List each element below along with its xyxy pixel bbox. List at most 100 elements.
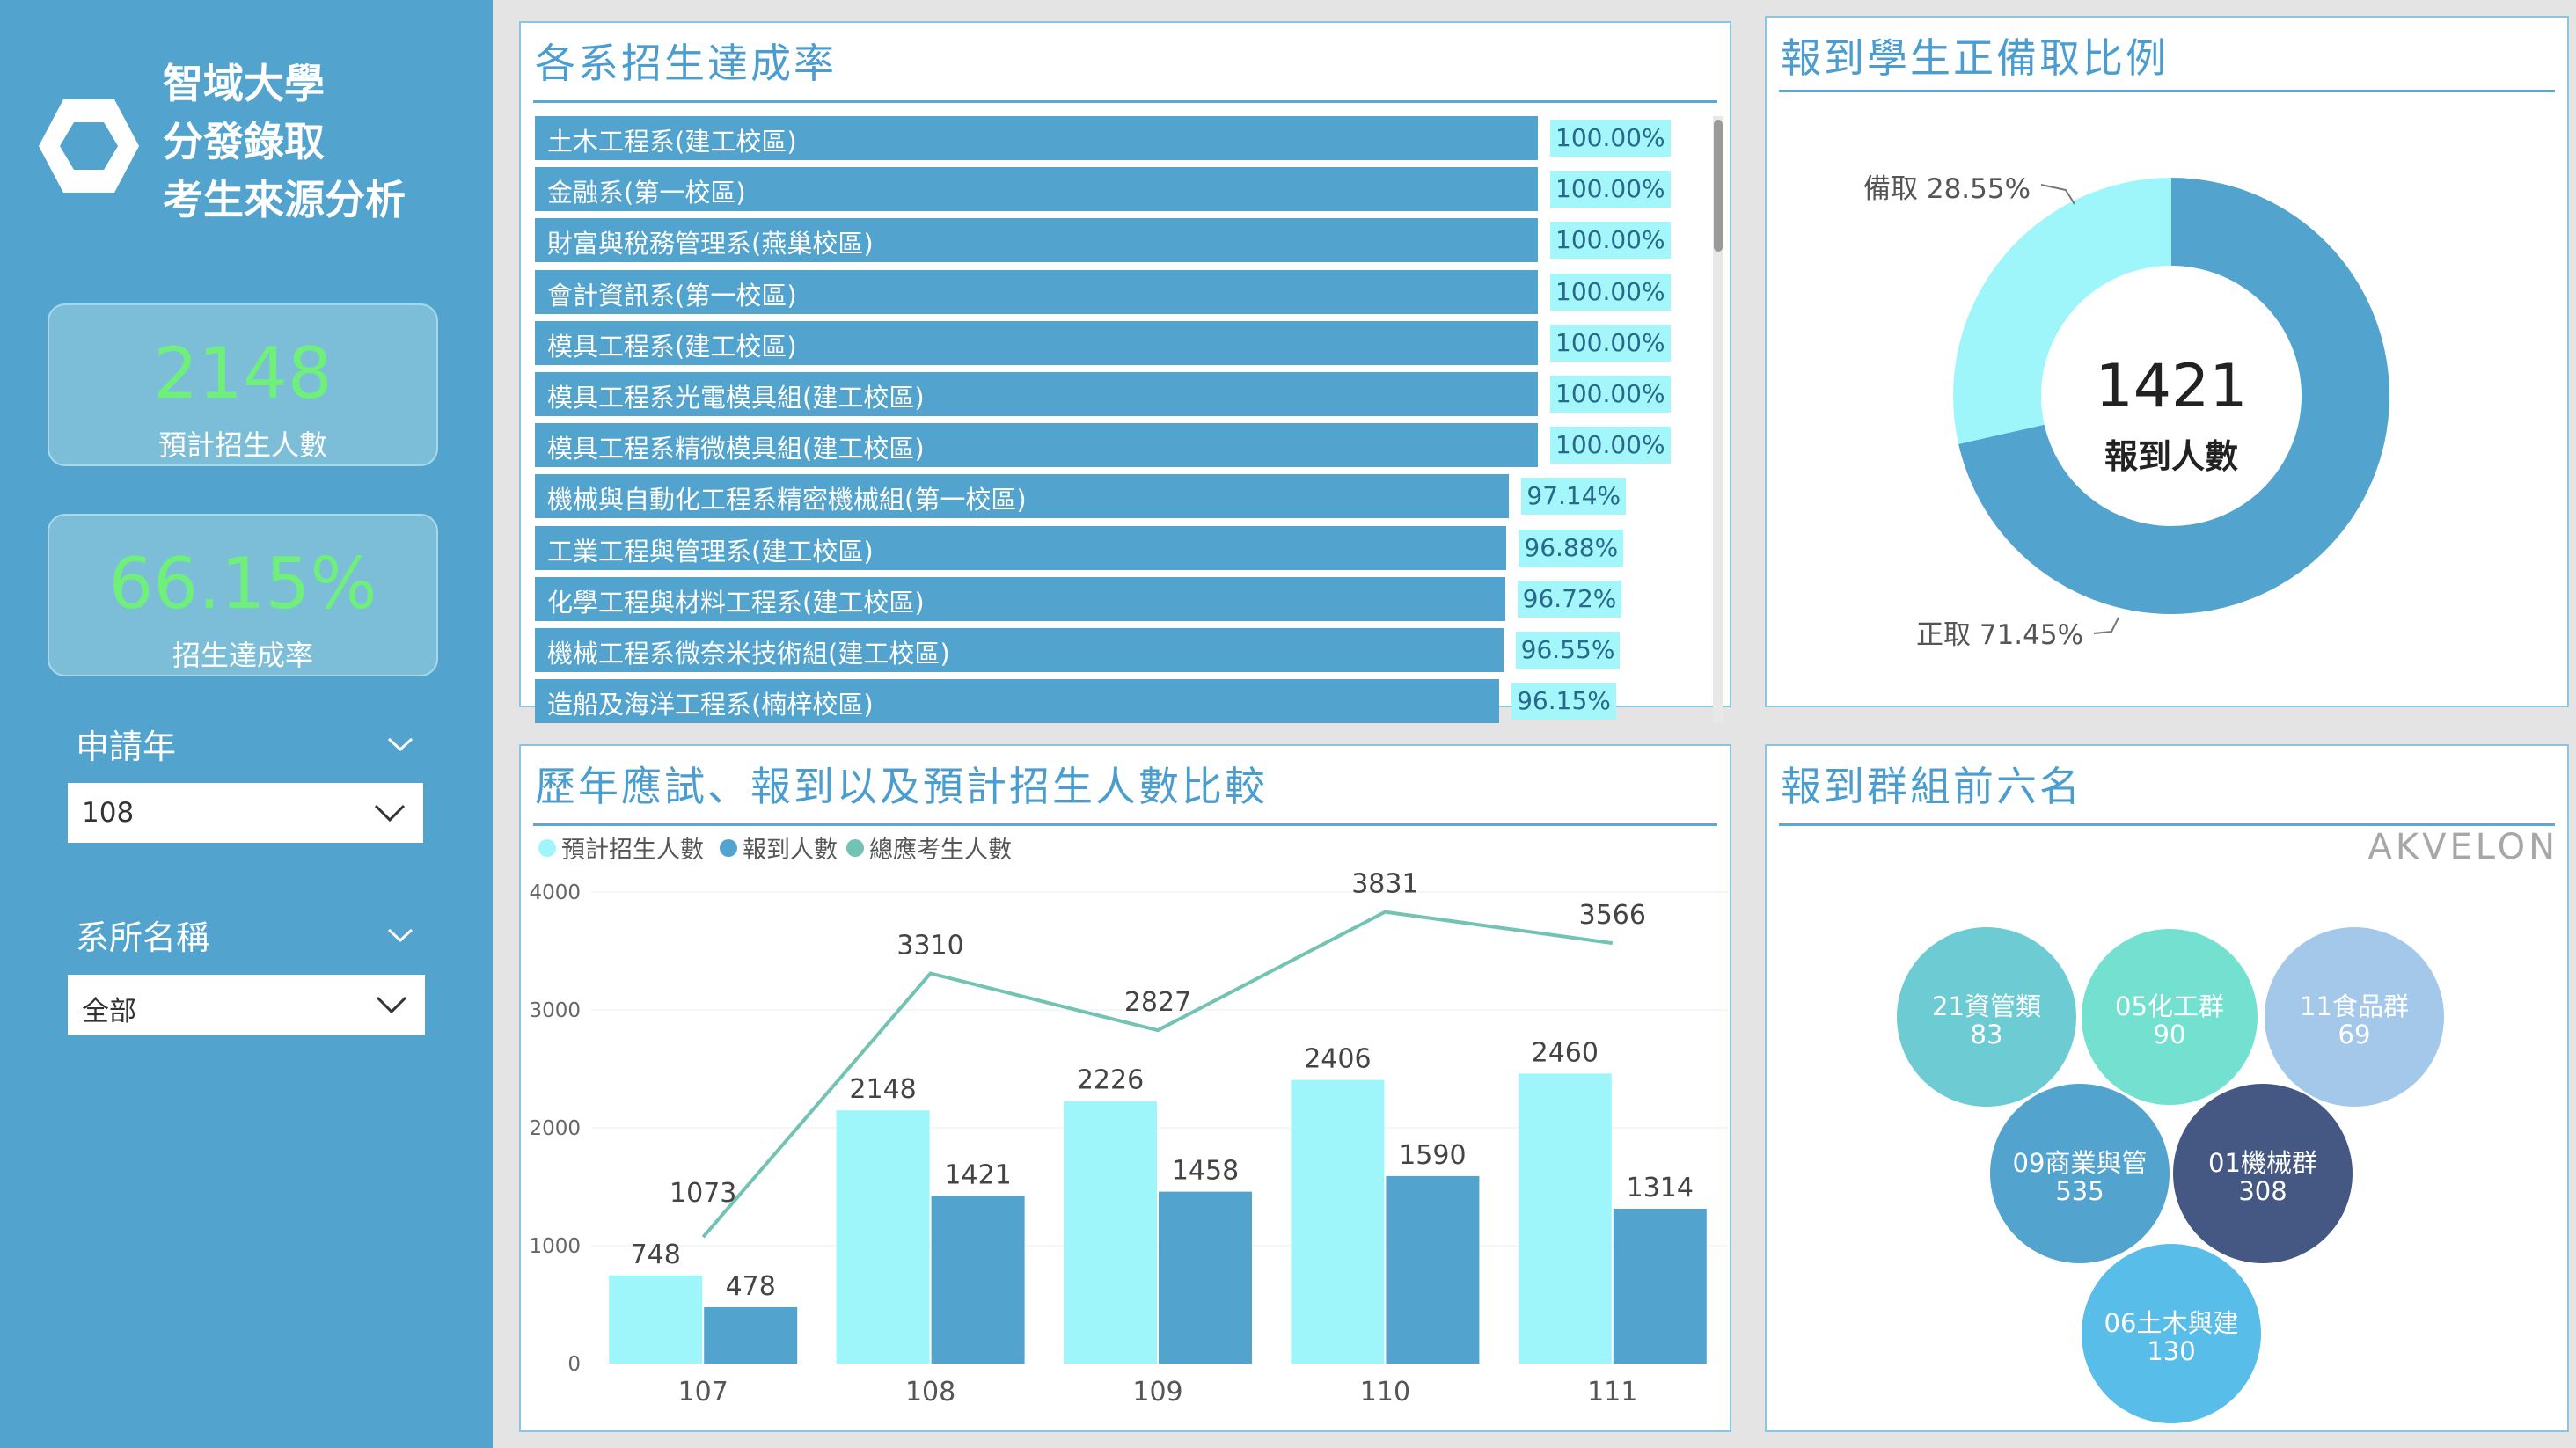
bubble-panel: 報到群組前六名 AKVELON 21資管類 83 05化工群 90 11食品群 69 09商… <box>1765 744 2569 1432</box>
achievement-row[interactable]: 造船及海洋工程系(楠梓校區) 96.15% <box>535 679 1679 724</box>
dropdown-value: 全部 <box>82 996 136 1027</box>
achievement-label: 模具工程系(建工校區) <box>547 331 797 362</box>
achievement-row[interactable]: 模具工程系精微模具組(建工校區) 100.00% <box>535 423 1679 468</box>
legend-marker <box>720 839 737 857</box>
achievement-bar <box>535 628 1504 672</box>
bubble-name: 05化工群 <box>2115 991 2224 1021</box>
achievement-bar <box>535 525 1507 570</box>
donut-slice <box>1958 178 2389 615</box>
achievement-label: 模具工程系光電模具組(建工校區) <box>547 383 925 413</box>
title-divider <box>1779 90 2555 92</box>
donut-leader-line <box>2093 617 2119 634</box>
kpi-value: 66.15% <box>108 543 377 625</box>
kpi-label: 招生達成率 <box>172 639 313 672</box>
achievement-row[interactable]: 機械與自動化工程系精密機械組(第一校區) 97.14% <box>535 474 1679 519</box>
achievement-percent: 100.00% <box>1550 120 1671 157</box>
kpi-label: 預計招生人數 <box>157 428 327 462</box>
combo-bar <box>1291 1079 1385 1364</box>
achievement-label: 模具工程系精微模具組(建工校區) <box>547 434 925 464</box>
legend-marker <box>538 839 556 857</box>
combo-bar <box>1518 1073 1612 1364</box>
bubble-name: 11食品群 <box>2300 991 2409 1021</box>
achievement-row[interactable]: 模具工程系光電模具組(建工校區) 100.00% <box>535 372 1679 416</box>
bubble <box>1897 927 2076 1107</box>
bubble-value: 535 <box>2055 1176 2104 1206</box>
legend-label: 預計招生人數 <box>561 837 704 864</box>
legend-label: 報到人數 <box>743 837 838 864</box>
donut-center-label: 報到人數 <box>2104 437 2238 476</box>
chevron-down-icon[interactable] <box>385 728 415 758</box>
chevron-down-icon[interactable] <box>385 919 415 949</box>
bubble-value: 69 <box>2338 1020 2371 1049</box>
donut-leader-line <box>2040 184 2075 205</box>
achievement-label: 會計資訊系(第一校區) <box>547 280 797 311</box>
achievement-percent: 96.55% <box>1515 632 1621 669</box>
bubble-name: 06土木與建 <box>2104 1308 2239 1338</box>
achievement-row[interactable]: 土木工程系(建工校區) 100.00% <box>535 116 1679 160</box>
panel-title: 報到學生正備取比例 <box>1781 34 2169 82</box>
achievement-label: 機械與自動化工程系精密機械組(第一校區) <box>547 485 1027 516</box>
achievement-percent: 96.15% <box>1511 683 1616 720</box>
chevron-down-icon[interactable] <box>372 795 407 830</box>
achievement-bar <box>535 423 1538 468</box>
brand-line: 智域大學 <box>163 60 325 107</box>
year-dropdown[interactable]: 108 <box>68 783 423 843</box>
sidebar: 智域大學 分發錄取 考生來源分析 2148 預計招生人數 66.15% 招生達成… <box>0 0 493 1448</box>
scrollbar-track[interactable] <box>1713 116 1723 723</box>
achievement-percent: 100.00% <box>1550 273 1671 311</box>
bubble <box>1990 1084 2170 1263</box>
x-tick-label: 111 <box>1587 1377 1637 1408</box>
achievement-label: 化學工程與材料工程系(建工校區) <box>547 587 925 618</box>
line-data-label: 1073 <box>670 1178 736 1209</box>
brand-title: 智域大學 分發錄取 考生來源分析 <box>163 55 406 229</box>
achievement-bar <box>535 167 1538 212</box>
achievement-label: 工業工程與管理系(建工校區) <box>547 536 874 567</box>
achievement-percent: 96.72% <box>1517 580 1622 618</box>
bubble-value: 90 <box>2154 1020 2186 1049</box>
combo-bar <box>1386 1175 1480 1364</box>
line-series-path <box>701 910 1614 1239</box>
bubble <box>2265 927 2444 1107</box>
title-divider <box>533 823 1717 826</box>
y-tick-label: 1000 <box>529 1235 581 1258</box>
combo-chart[interactable]: 預計招生人數 報到人數 總應考生人數 0 1000 2000 3000 4000 748 47… <box>521 746 1730 1430</box>
donut-center-value: 1421 <box>2095 352 2247 421</box>
line-data-label: 3566 <box>1579 900 1646 931</box>
bar-data-label: 1590 <box>1399 1140 1466 1171</box>
bar-data-label: 1421 <box>944 1160 1011 1191</box>
bar-data-label: 2148 <box>849 1074 916 1105</box>
achievement-row[interactable]: 金融系(第一校區) 100.00% <box>535 167 1679 212</box>
achievement-bar <box>535 116 1538 160</box>
combo-bar <box>1159 1191 1252 1364</box>
legend-label: 總應考生人數 <box>869 837 1012 864</box>
achievement-row[interactable]: 化學工程與材料工程系(建工校區) 96.72% <box>535 576 1679 621</box>
x-tick-label: 109 <box>1132 1377 1182 1408</box>
achievement-row[interactable]: 工業工程與管理系(建工校區) 96.88% <box>535 525 1679 570</box>
combo-bar <box>609 1275 703 1364</box>
bar-data-label: 2226 <box>1077 1065 1144 1096</box>
achievement-percent: 100.00% <box>1550 171 1671 208</box>
achievement-row[interactable]: 財富與稅務管理系(燕巢校區) 100.00% <box>535 218 1679 263</box>
x-tick-label: 107 <box>678 1377 728 1408</box>
scrollbar-thumb[interactable] <box>1714 120 1723 252</box>
slicer-title-department: 系所名稱 <box>76 918 210 957</box>
line-data-label: 2827 <box>1124 987 1191 1018</box>
achievement-row[interactable]: 模具工程系(建工校區) 100.00% <box>535 320 1679 365</box>
donut-panel: 報到學生正備取比例 1421 報到人數 備取 28.55% 正取 71.45% <box>1765 16 2569 707</box>
bar-data-label: 478 <box>726 1271 776 1302</box>
achievement-label: 金融系(第一校區) <box>547 178 746 208</box>
achievement-row[interactable]: 機械工程系微奈米技術組(建工校區) 96.55% <box>535 628 1679 672</box>
achievement-bar <box>535 576 1505 621</box>
donut-chart[interactable]: 1421 報到人數 備取 28.55% 正取 71.45% <box>1767 18 2567 706</box>
chevron-down-icon[interactable] <box>374 987 409 1022</box>
x-tick-label: 108 <box>905 1377 955 1408</box>
panel-title: 各系招生達成率 <box>535 40 837 87</box>
akvelon-watermark: AKVELON <box>2367 827 2558 867</box>
department-dropdown[interactable]: 全部 <box>68 975 425 1035</box>
achievement-bar-list[interactable]: 土木工程系(建工校區) 100.00% 金融系(第一校區) 100.00% 財富與稅務管… <box>535 116 1679 727</box>
achievement-label: 機械工程系微奈米技術組(建工校區) <box>547 639 950 669</box>
achievement-row[interactable]: 會計資訊系(第一校區) 100.00% <box>535 269 1679 314</box>
achievement-bar <box>535 320 1538 365</box>
bubble-name: 21資管類 <box>1932 991 2041 1021</box>
